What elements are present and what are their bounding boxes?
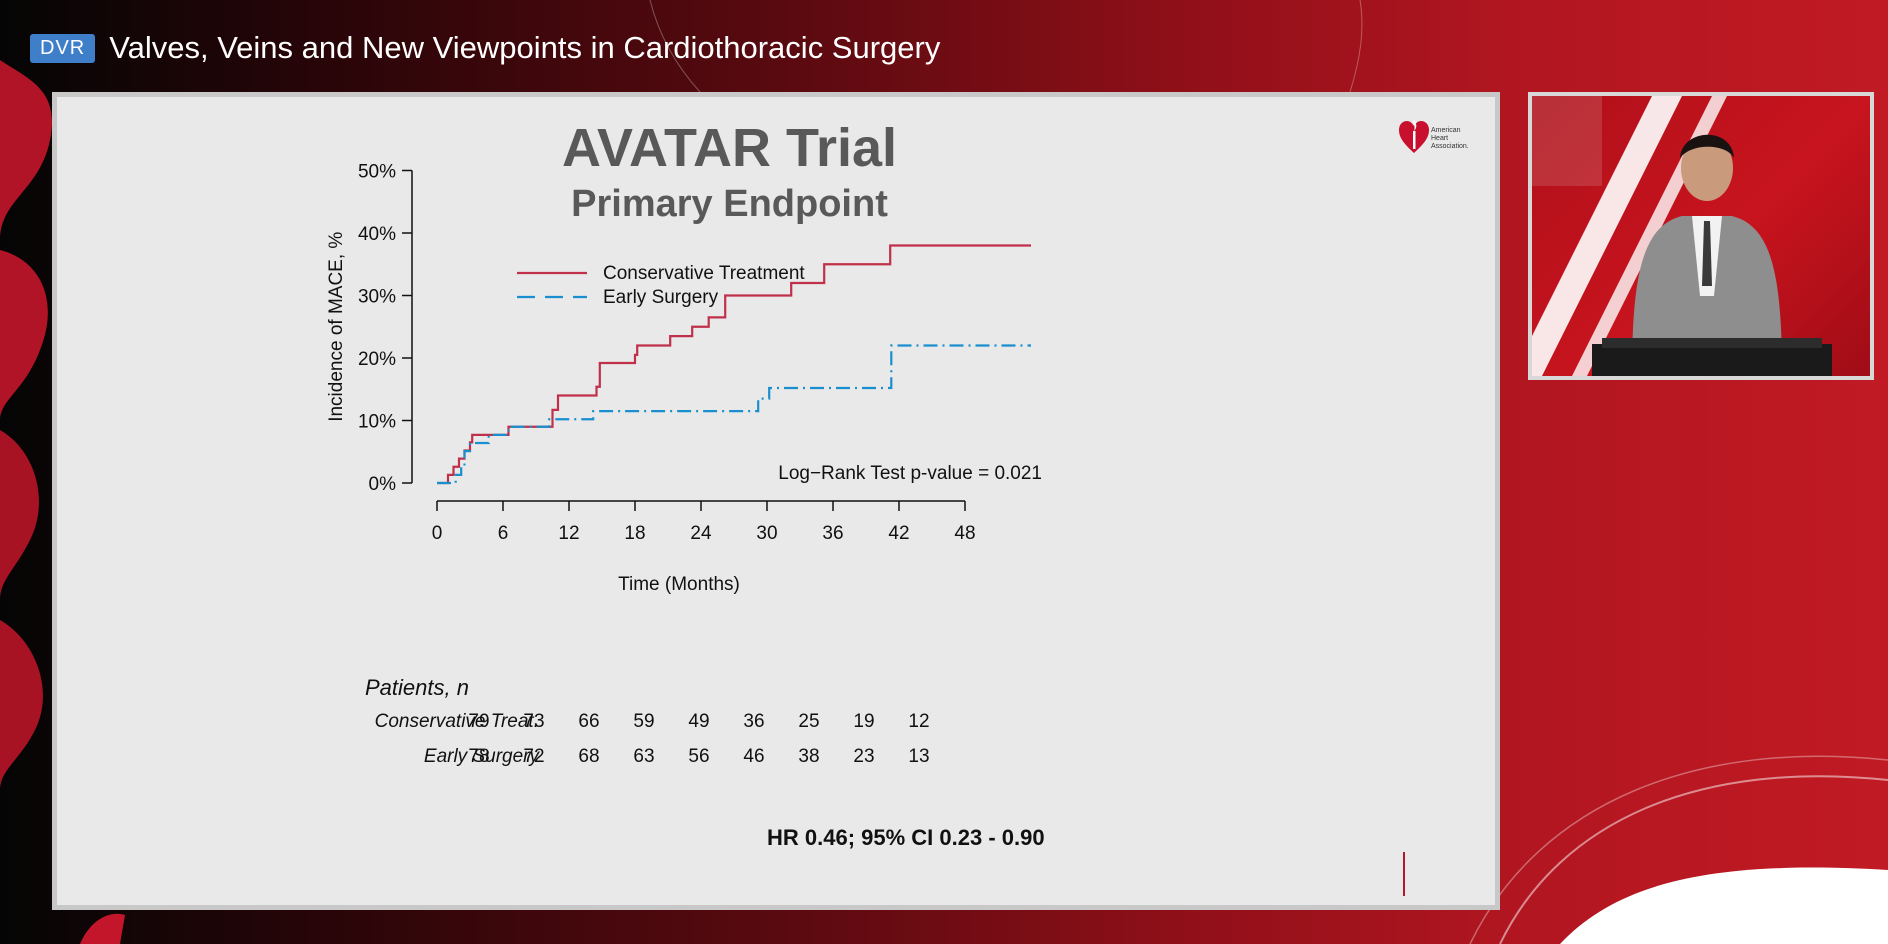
risk-table-cell: 66	[578, 711, 600, 732]
km-chart: 0% 10% 20% 30% 40% 50% 0 6 12 18 24 30 36 42 48 Conser…	[326, 162, 1042, 596]
risk-table-cell: 19	[853, 711, 875, 732]
x-tick-label: 24	[690, 523, 712, 544]
aha-logo: American Heart Association.	[1397, 113, 1487, 163]
risk-table-cell: 56	[688, 746, 710, 767]
risk-table: Patients, n Conservative Treat. 79 73 66 59 4…	[57, 675, 1357, 777]
presentation-slide: AVATAR Trial Primary Endpoint American H…	[57, 97, 1495, 905]
risk-table-cell: 12	[908, 711, 930, 732]
y-tick-label: 40%	[358, 224, 396, 245]
series-line-early-surgery	[437, 344, 1031, 485]
y-tick-label: 10%	[358, 412, 396, 433]
y-axis-label: Incidence of MACE, %	[326, 232, 347, 422]
x-tick-label: 30	[756, 523, 777, 544]
risk-table-cell: 59	[633, 711, 655, 732]
risk-table-cell: 13	[908, 746, 930, 767]
slide-marker	[1403, 852, 1405, 896]
log-rank-annotation: Log−Rank Test p-value = 0.021	[778, 463, 1042, 484]
risk-table-cell: 23	[853, 746, 875, 767]
session-title: Valves, Veins and New Viewpoints in Card…	[109, 30, 941, 65]
speaker-image	[1532, 96, 1832, 376]
risk-table-cell: 36	[743, 711, 765, 732]
risk-table-cell: 49	[688, 711, 710, 732]
legend-label: Early Surgery	[603, 287, 719, 308]
risk-table-cell: 78	[468, 746, 490, 767]
risk-table-cell: 46	[743, 746, 765, 767]
x-tick-label: 6	[498, 523, 509, 544]
session-header: DVR Valves, Veins and New Viewpoints in …	[30, 28, 940, 68]
presentation-slide-frame: AVATAR Trial Primary Endpoint American H…	[52, 92, 1500, 910]
risk-table-cell: 72	[523, 746, 545, 767]
risk-table-cell: 25	[798, 711, 820, 732]
x-tick-label: 48	[954, 523, 975, 544]
slide-subtitle: Primary Endpoint	[571, 183, 888, 225]
risk-table-cell: 73	[523, 711, 545, 732]
risk-table-row-label: Early Surgery	[423, 746, 539, 767]
x-tick-label: 36	[822, 523, 843, 544]
x-tick-label: 42	[888, 523, 909, 544]
heart-torch-icon	[1399, 119, 1429, 153]
y-tick-label: 0%	[369, 474, 397, 495]
x-tick-label: 0	[432, 523, 443, 544]
risk-table-cell: 38	[798, 746, 820, 767]
slide-title: AVATAR Trial	[561, 118, 898, 178]
aha-logo-text: American Heart Association.	[1431, 127, 1469, 150]
y-tick-label: 50%	[358, 162, 396, 183]
speaker-video	[1532, 96, 1870, 376]
x-tick-label: 18	[624, 523, 645, 544]
x-axis-label: Time (Months)	[618, 574, 740, 595]
legend-label: Conservative Treatment	[603, 263, 805, 284]
dvr-badge: DVR	[30, 33, 96, 63]
risk-table-row: Early Surgery 78 72 68 63 56 46 38 23 13	[57, 746, 1057, 774]
risk-table-row-label: Conservative Treat.	[374, 711, 539, 732]
speaker-video-frame	[1528, 92, 1874, 380]
y-tick-label: 30%	[358, 287, 396, 308]
risk-table-cell: 63	[633, 746, 655, 767]
risk-table-title: Patients, n	[365, 675, 469, 700]
risk-table-cell: 79	[468, 711, 490, 732]
risk-table-row: Conservative Treat. 79 73 66 59 49 36 25 19 12	[57, 711, 1057, 739]
risk-table-cell: 68	[578, 746, 600, 767]
x-tick-label: 12	[558, 523, 579, 544]
y-tick-label: 20%	[358, 349, 396, 370]
hazard-ratio-text: HR 0.46; 95% CI 0.23 - 0.90	[767, 825, 1045, 850]
